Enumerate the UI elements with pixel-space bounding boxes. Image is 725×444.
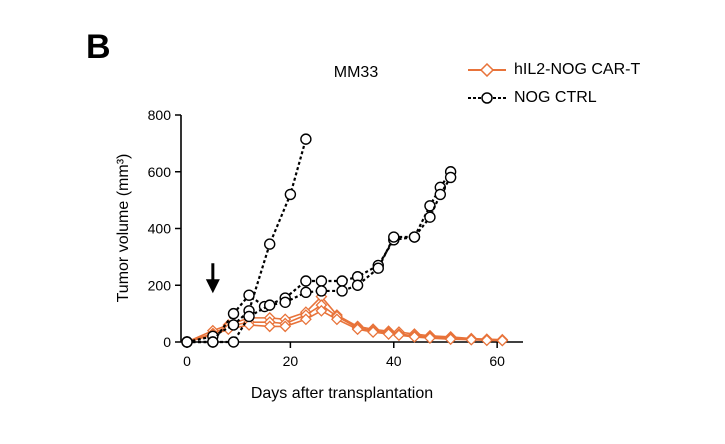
data-point (480, 334, 493, 347)
data-point (434, 188, 446, 201)
data-point (300, 275, 312, 287)
data-point (227, 319, 240, 331)
data-point (388, 231, 400, 243)
data-point (243, 310, 255, 323)
data-point (300, 133, 312, 145)
data-point (408, 231, 421, 243)
data-point (300, 286, 312, 299)
series-layer (181, 133, 509, 348)
legend-label-ctrl: NOG CTRL (514, 89, 597, 106)
data-point (351, 323, 364, 336)
legend-swatch-ctrl (468, 92, 506, 104)
data-point (424, 211, 436, 223)
axes: 0 200 400 600 800 0 20 40 60 (148, 107, 523, 369)
data-point (336, 275, 348, 287)
series-line (187, 171, 452, 344)
data-point (264, 299, 276, 311)
y-tick-label: 400 (148, 221, 172, 237)
x-tick-label: 40 (386, 353, 402, 369)
data-point (207, 336, 219, 348)
data-point (496, 334, 509, 347)
data-point (181, 336, 193, 348)
series-line (187, 176, 452, 344)
y-tick-label: 800 (148, 107, 172, 123)
data-point (393, 329, 405, 342)
data-point (299, 313, 312, 326)
series-line (186, 295, 503, 343)
annotation-layer (205, 263, 220, 294)
x-axis-label: Days after transplantation (251, 385, 433, 402)
data-point (243, 289, 255, 301)
data-point (372, 262, 384, 274)
data-point (263, 320, 276, 333)
data-point (408, 330, 421, 343)
data-point (465, 333, 478, 346)
legend-label-car-t: hIL2-NOG CAR-T (514, 61, 641, 78)
legend-swatch-car-t (468, 63, 506, 77)
legend-item-car-t: hIL2-NOG CAR-T (466, 56, 640, 84)
series-5 (181, 171, 457, 348)
x-tick-label: 60 (489, 353, 505, 369)
x-tick-label: 0 (183, 353, 191, 369)
panel-label: B (86, 28, 111, 66)
data-point (315, 285, 328, 297)
data-point (315, 275, 328, 287)
data-point (315, 304, 328, 317)
data-point (279, 320, 292, 333)
data-point (424, 200, 436, 212)
data-point (330, 313, 343, 326)
data-point (424, 332, 436, 344)
y-tick-label: 600 (148, 164, 172, 180)
y-tick-label: 0 (163, 334, 171, 350)
arrow-head (205, 279, 220, 294)
data-point (382, 328, 395, 340)
data-point (264, 238, 276, 250)
data-point (444, 171, 457, 184)
data-point (336, 285, 348, 297)
legend-item-ctrl: NOG CTRL (466, 84, 640, 112)
chart-title: MM33 (333, 64, 379, 81)
x-tick-label: 20 (283, 353, 299, 369)
legend: hIL2-NOG CAR-T NOG CTRL (466, 56, 640, 112)
data-point (279, 296, 291, 308)
y-axis-label: Tumor volume (mm³) (115, 154, 132, 303)
y-tick-label: 200 (148, 277, 172, 293)
data-point (351, 279, 364, 291)
series-4 (181, 166, 457, 348)
data-point (367, 326, 380, 338)
data-point (284, 188, 297, 201)
data-point (227, 307, 240, 320)
data-point (444, 333, 457, 346)
data-point (227, 336, 240, 348)
